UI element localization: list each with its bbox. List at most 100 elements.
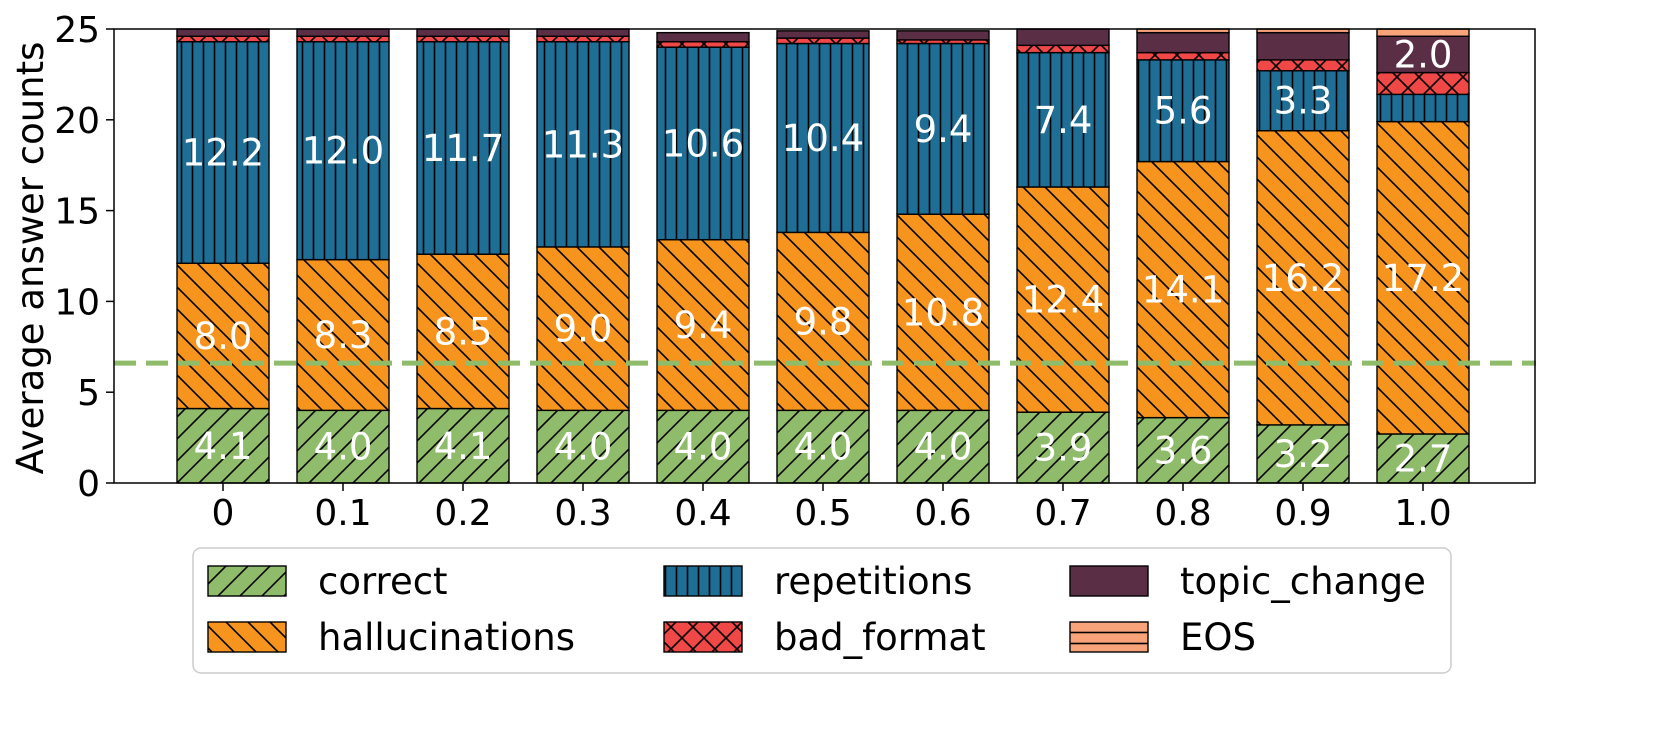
- bar-value-label: 11.7: [422, 127, 504, 170]
- bar-hatch-repetitions-0.6: [897, 43, 989, 215]
- bar-hatch-hallucinations-0.7: [1017, 186, 1109, 413]
- legend-swatch-outline: [663, 621, 743, 653]
- x-tick-label: 0.4: [674, 493, 731, 534]
- bar-topic-change-0.3: [537, 29, 629, 37]
- legend-label-topic-change: topic_change: [1180, 560, 1426, 603]
- bar-value-label: 4.0: [554, 426, 613, 469]
- bar-value-label: 3.6: [1154, 429, 1213, 472]
- bar-hatch-hallucinations-0.9: [1257, 130, 1349, 425]
- bar-hatch-EOS-0.8: [1137, 29, 1229, 33]
- bar-value-label: 2.7: [1394, 437, 1453, 480]
- bar-value-label: 3.2: [1274, 433, 1333, 476]
- legend-swatch-hatch: [1070, 622, 1148, 652]
- bar-hatch-bad-format-0: [177, 36, 269, 42]
- y-tick-label: 25: [54, 10, 100, 51]
- bar-hatch-bad-format-1.0: [1377, 72, 1469, 95]
- bar-hatch-hallucinations-0.2: [417, 254, 509, 409]
- bar-value-label: 4.1: [434, 425, 493, 468]
- y-tick-label: 0: [77, 464, 100, 505]
- legend-swatch-outline: [1069, 621, 1149, 653]
- bar-value-label: 10.8: [902, 291, 984, 334]
- x-tick-label: 0.1: [314, 493, 371, 534]
- bar-topic-change-0.5: [777, 30, 869, 39]
- x-tick-label: 0.3: [554, 493, 611, 534]
- bar-hatch-repetitions-0.8: [1137, 59, 1229, 162]
- bar-hatch-bad-format-0.5: [777, 38, 869, 44]
- bar-topic-change-1.0: [1377, 36, 1469, 73]
- bar-value-label: 8.0: [194, 315, 253, 358]
- bar-topic-change-0.7: [1017, 29, 1109, 46]
- bar-hatch-correct-1.0: [1377, 433, 1469, 483]
- bar-hatch-repetitions-0.3: [537, 41, 629, 247]
- bar-hatch-correct-0.1: [297, 410, 389, 483]
- y-axis-label: Average answer counts: [9, 42, 52, 475]
- legend-label-EOS: EOS: [1180, 616, 1256, 659]
- bar-value-label: 9.0: [554, 308, 613, 351]
- bars: [176, 28, 1470, 484]
- legend-swatch-outline: [207, 565, 287, 597]
- bar-value-label: 12.4: [1022, 279, 1104, 322]
- bar-hatch-hallucinations-0.1: [297, 259, 389, 411]
- bar-value-label: 3.9: [1034, 427, 1093, 470]
- bar-hatch-correct-0.7: [1017, 412, 1109, 483]
- y-tick-label: 10: [54, 282, 100, 323]
- plot-frame: [113, 28, 1536, 484]
- bar-value-labels: 4.1 8.0 12.2 4.0 8.3 12.0 4.1 8.5 11.7 4.0 9.0 11.3…: [182, 33, 1464, 480]
- bar-value-label: 8.5: [434, 310, 493, 353]
- bar-hatch-correct-0.4: [657, 410, 749, 483]
- legend-swatch-hatch: [208, 622, 286, 652]
- bar-hatch-repetitions-0.9: [1257, 70, 1349, 131]
- x-tick-label: 0.6: [914, 493, 971, 534]
- bar-hatch-bad-format-0.2: [417, 36, 509, 42]
- bar-value-label: 3.3: [1274, 80, 1333, 123]
- bar-topic-change-0.9: [1257, 32, 1349, 60]
- bar-hatch-bad-format-0.6: [897, 39, 989, 44]
- bar-topic-change-0.1: [297, 29, 389, 37]
- bar-hatch-repetitions-0.2: [417, 41, 509, 255]
- y-tick-label: 20: [54, 101, 100, 142]
- legend-swatch-outline: [1069, 565, 1149, 597]
- bar-hatch-correct-0.8: [1137, 417, 1229, 483]
- bar-topic-change-0: [177, 29, 269, 37]
- bar-hatch-correct-0.2: [417, 408, 509, 483]
- bar-value-label: 10.4: [782, 117, 864, 160]
- bar-hatch-repetitions-0.7: [1017, 52, 1109, 187]
- x-tick-label: 0: [212, 493, 235, 534]
- y-tick-label: 15: [54, 192, 100, 233]
- legend-swatch-outline: [663, 565, 743, 597]
- bar-hatch-bad-format-0.7: [1017, 45, 1109, 53]
- bar-hatch-hallucinations-0.8: [1137, 161, 1229, 418]
- bar-hatch-correct-0.6: [897, 410, 989, 483]
- bar-value-label: 4.0: [314, 426, 373, 469]
- bar-hatch-bad-format-0.8: [1137, 52, 1229, 60]
- bar-topic-change-0.6: [897, 30, 989, 40]
- bar-hatch-correct-0.5: [777, 410, 869, 483]
- bar-outline-topic-change-0.6: [896, 30, 990, 41]
- bar-value-label: 12.0: [302, 130, 384, 173]
- bar-hatch-repetitions-0.5: [777, 43, 869, 233]
- bar-value-label: 9.4: [914, 108, 973, 151]
- bar-value-label: 7.4: [1034, 99, 1093, 142]
- bar-hatch-bad-format-0.1: [297, 36, 389, 42]
- bar-value-label: 12.2: [182, 131, 264, 174]
- bar-hatch-hallucinations-0.6: [897, 214, 989, 411]
- bar-value-label: 4.1: [194, 425, 253, 468]
- bar-hatch-repetitions-0.1: [297, 41, 389, 260]
- bar-outline-topic-change-0.4: [656, 31, 750, 43]
- x-tick-label: 0.5: [794, 493, 851, 534]
- y-tick-label: 5: [77, 373, 100, 414]
- legend-swatch-topic-change: [1070, 566, 1148, 596]
- bar-hatch-hallucinations-0.4: [657, 239, 749, 411]
- bar-value-label: 8.3: [314, 314, 373, 357]
- legend-label-correct: correct: [318, 560, 448, 603]
- x-tick-label: 0.2: [434, 493, 491, 534]
- bar-value-label: 4.0: [914, 426, 973, 469]
- legend-swatch-hatch: [208, 566, 286, 596]
- bar-value-label: 4.0: [674, 426, 733, 469]
- bar-value-label: 4.0: [794, 426, 853, 469]
- bar-value-label: 9.8: [794, 300, 853, 343]
- bar-topic-change-0.2: [417, 29, 509, 37]
- x-tick-label: 1.0: [1394, 493, 1451, 534]
- bar-hatch-bad-format-0.3: [537, 36, 629, 42]
